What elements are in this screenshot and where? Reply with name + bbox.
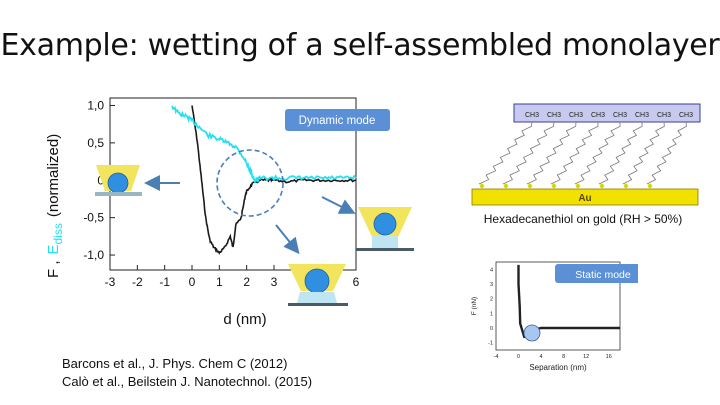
methyl-label: CH3 — [547, 112, 561, 119]
sulfur-atom — [527, 183, 533, 189]
alkyl-chains — [478, 121, 687, 189]
x-tick-label: -2 — [132, 275, 143, 289]
alkyl-chain — [598, 121, 643, 185]
svg-text:Static mode: Static mode — [575, 269, 631, 281]
methyl-label: CH3 — [635, 112, 649, 119]
dissipation-curve — [171, 105, 357, 184]
slide-title: Example: wetting of a self-assembled mon… — [0, 28, 720, 63]
substrate-label: Au — [578, 193, 591, 204]
dynamic-mode-plot: F ,Ediss(normalized) 1,00,50-0,5-1,0 -3-… — [45, 97, 390, 328]
sulfur-atom — [551, 183, 557, 189]
methyl-labels: CH3 CH3 CH3 CH3 CH3 CH3 CH3 CH3 — [525, 112, 693, 119]
sulfur-atom — [575, 183, 581, 189]
methyl-layer — [513, 103, 701, 123]
y-tick-label: 0 — [97, 173, 104, 187]
sulfur-atom — [479, 183, 485, 189]
methyl-label: CH3 — [679, 112, 693, 119]
static-y-tick-label: -1 — [488, 341, 493, 347]
sulfur-atom — [623, 183, 629, 189]
y-tick-label: -0,5 — [83, 211, 104, 225]
y-axis-label: F ,Ediss(normalized) — [45, 134, 65, 278]
x-tick-label: -3 — [105, 275, 116, 289]
static-x-tick-label: 4 — [540, 354, 543, 360]
alkyl-chain — [574, 122, 621, 185]
sulfur-atom — [599, 183, 605, 189]
x-tick-label: -1 — [159, 275, 170, 289]
static-mode-badge: Static mode — [555, 264, 638, 283]
static-x-tick-label: 0 — [517, 354, 520, 360]
x-tick-label: 2 — [243, 275, 250, 289]
x-tick-label: 5 — [325, 275, 332, 289]
zoom-circle — [216, 149, 284, 217]
static-y-tick-label: 0 — [490, 326, 493, 332]
svg-text:F ,Ediss(normalized): F ,Ediss(normalized) — [45, 134, 65, 278]
force-curve — [191, 105, 357, 255]
static-y-tick-label: 4 — [490, 267, 493, 273]
methyl-label: CH3 — [613, 112, 627, 119]
methyl-label: CH3 — [569, 112, 583, 119]
static-mode-plot: 4 3 2 1 0 -1 -4 0 4 8 12 16 Static mode F (nN) Sep… — [471, 261, 638, 372]
x-axis-label: d (nm) — [223, 311, 266, 328]
sulfur-atom — [647, 183, 653, 189]
y-tick-label: 1,0 — [87, 98, 104, 112]
methyl-label: CH3 — [591, 112, 605, 119]
gold-substrate — [471, 188, 699, 206]
dynamic-mode-badge: Dynamic mode — [285, 109, 390, 131]
static-y-tick-label: 1 — [490, 311, 493, 317]
methyl-label: CH3 — [525, 112, 539, 119]
reference-1: Barcons et al., J. Phys. Chem C (2012) — [62, 356, 288, 371]
y-tick-label: -1,0 — [83, 248, 104, 262]
static-x-tick-label: 16 — [606, 354, 612, 360]
static-x-label: Separation (nm) — [529, 363, 587, 372]
static-x-tick-label: -4 — [494, 354, 499, 360]
alkyl-chain — [526, 121, 577, 185]
alkyl-chain — [622, 121, 665, 185]
static-x-tick-label: 8 — [562, 354, 565, 360]
tip-sphere — [523, 324, 541, 342]
alkyl-chain — [478, 121, 533, 185]
y-ticks: 1,0 0,5 0 -0,5 -1,0 — [83, 98, 115, 262]
static-y-tick-label: 2 — [490, 297, 493, 303]
alkyl-chain — [646, 121, 687, 185]
reference-2: Calò et al., Beilstein J. Nanotechnol. (… — [62, 374, 313, 389]
sam-diagram: CH3 CH3 CH3 CH3 CH3 CH3 CH3 CH3 Au — [471, 103, 701, 206]
x-tick-label: 0 — [189, 275, 196, 289]
x-tick-label: 6 — [353, 275, 360, 289]
alkyl-chain — [550, 121, 599, 185]
x-ticks: -3 -2 -1 0 1 2 3 4 5 6 — [105, 265, 360, 289]
x-tick-label: 1 — [216, 275, 223, 289]
alkyl-chain — [502, 121, 555, 185]
sulfur-atom — [503, 183, 509, 189]
static-x-ticks: -4 0 4 8 12 16 — [494, 354, 612, 360]
static-plot-frame — [495, 261, 621, 351]
y-tick-label: 0,5 — [87, 136, 104, 150]
static-y-label: F (nN) — [471, 297, 478, 315]
x-tick-label: 4 — [298, 275, 305, 289]
static-x-tick-label: 12 — [583, 354, 589, 360]
x-tick-label: 3 — [271, 275, 278, 289]
svg-text:Dynamic mode: Dynamic mode — [299, 115, 376, 127]
static-y-ticks: 4 3 2 1 0 -1 — [488, 267, 493, 346]
sam-caption: Hexadecanethiol on gold (RH > 50%) — [483, 212, 683, 226]
methyl-label: CH3 — [657, 112, 671, 119]
static-y-tick-label: 3 — [490, 282, 493, 288]
